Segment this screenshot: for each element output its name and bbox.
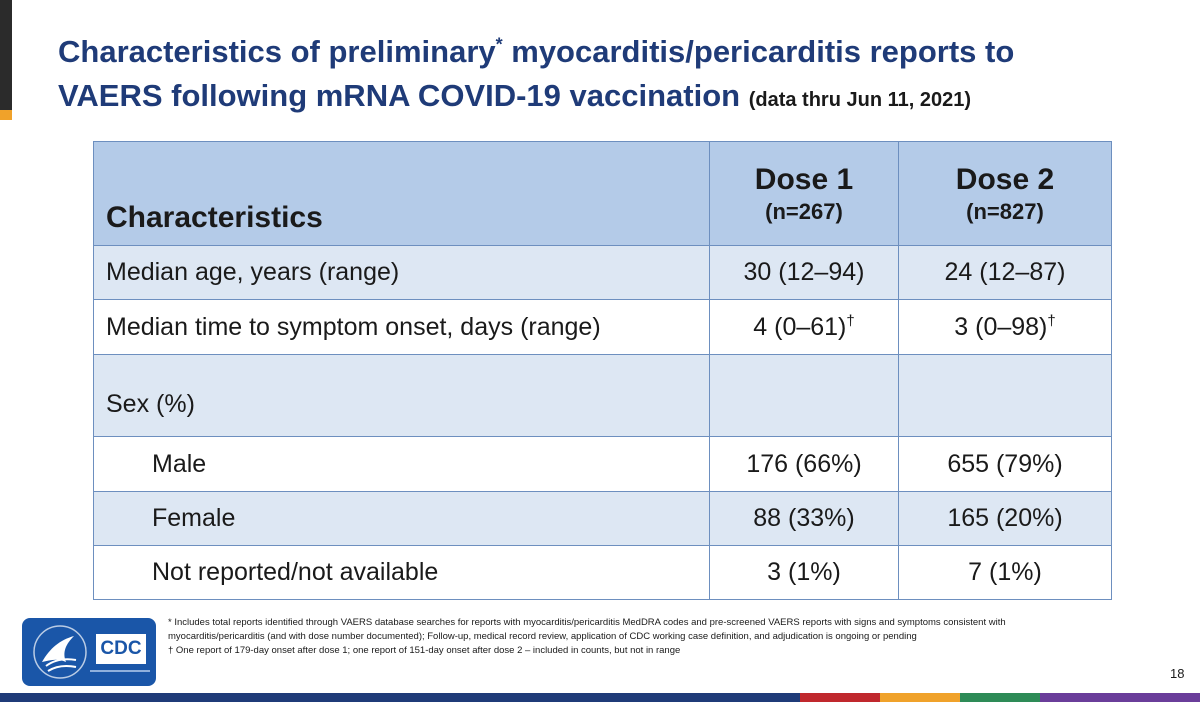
cell-dose-1 <box>709 354 899 437</box>
table-row: Female 88 (33%) 165 (20%) <box>93 491 1112 546</box>
characteristics-table: Characteristics Dose 1 (n=267) Dose 2 (n… <box>93 141 1112 600</box>
strip-segment <box>880 693 960 702</box>
title-line-2: VAERS following mRNA COVID-19 vaccinatio… <box>58 74 1168 122</box>
cell-dose-2: 3 (0–98)† <box>898 299 1112 355</box>
title-text-line2: VAERS following mRNA COVID-19 vaccinatio… <box>58 78 741 113</box>
table-row: Not reported/not available 3 (1%) 7 (1%) <box>93 545 1112 600</box>
cell-dose-1: 4 (0–61)† <box>709 299 899 355</box>
footnote-dagger: † One report of 179-day onset after dose… <box>168 645 681 656</box>
table-row: Male 176 (66%) 655 (79%) <box>93 436 1112 492</box>
row-label: Male <box>93 436 710 492</box>
footnotes: * Includes total reports identified thro… <box>168 616 1068 658</box>
table-row: Median age, years (range) 30 (12–94) 24 … <box>93 245 1112 300</box>
row-label: Median age, years (range) <box>93 245 710 300</box>
strip-segment <box>0 693 800 702</box>
title-line-1: Characteristics of preliminary* myocardi… <box>58 30 1168 74</box>
cell-value: 4 (0–61) <box>753 312 847 341</box>
left-accent-gold <box>0 110 12 120</box>
slide-title: Characteristics of preliminary* myocardi… <box>58 30 1168 122</box>
dose-1-n: (n=267) <box>765 198 843 224</box>
title-text-a: Characteristics of preliminary <box>58 34 496 69</box>
hhs-eagle-icon <box>33 625 87 679</box>
header-dose-2: Dose 2 (n=827) <box>898 141 1112 246</box>
cell-value: 3 (0–98) <box>954 312 1048 341</box>
dagger-mark: † <box>1047 312 1056 330</box>
row-label: Female <box>93 491 710 546</box>
title-text-b: myocarditis/pericarditis reports to <box>502 34 1015 69</box>
cdc-logo-underline <box>90 670 150 672</box>
strip-segment <box>960 693 1040 702</box>
left-accent-bar <box>0 0 12 110</box>
row-label: Median time to symptom onset, days (rang… <box>93 299 710 355</box>
row-label: Sex (%) <box>93 354 710 437</box>
cell-dose-2 <box>898 354 1112 437</box>
title-date-note: (data thru Jun 11, 2021) <box>748 89 972 111</box>
cell-dose-2: 24 (12–87) <box>898 245 1112 300</box>
footnote-asterisk: * Includes total reports identified thro… <box>168 617 1006 642</box>
dose-2-n: (n=827) <box>966 198 1044 224</box>
table-row: Median time to symptom onset, days (rang… <box>93 299 1112 355</box>
title-asterisk: * <box>495 34 503 55</box>
cdc-logo-text: CDC <box>96 634 146 664</box>
cell-dose-1: 30 (12–94) <box>709 245 899 300</box>
strip-segment <box>800 693 880 702</box>
dose-2-title: Dose 2 <box>955 162 1055 196</box>
cell-dose-1: 88 (33%) <box>709 491 899 546</box>
dose-1-title: Dose 1 <box>754 162 854 196</box>
bottom-color-strip <box>0 693 1200 702</box>
cell-dose-1: 176 (66%) <box>709 436 899 492</box>
cell-dose-2: 655 (79%) <box>898 436 1112 492</box>
cell-dose-2: 165 (20%) <box>898 491 1112 546</box>
cell-dose-2: 7 (1%) <box>898 545 1112 600</box>
strip-segment <box>1040 693 1200 702</box>
cell-dose-1: 3 (1%) <box>709 545 899 600</box>
header-dose-1: Dose 1 (n=267) <box>709 141 899 246</box>
row-label: Not reported/not available <box>93 545 710 600</box>
page-number: 18 <box>1170 666 1185 681</box>
dagger-mark: † <box>846 312 855 330</box>
table-row: Sex (%) <box>93 354 1112 437</box>
table-header-row: Characteristics Dose 1 (n=267) Dose 2 (n… <box>93 141 1112 246</box>
cdc-logo: CDC <box>22 618 156 686</box>
header-characteristics: Characteristics <box>93 141 710 246</box>
